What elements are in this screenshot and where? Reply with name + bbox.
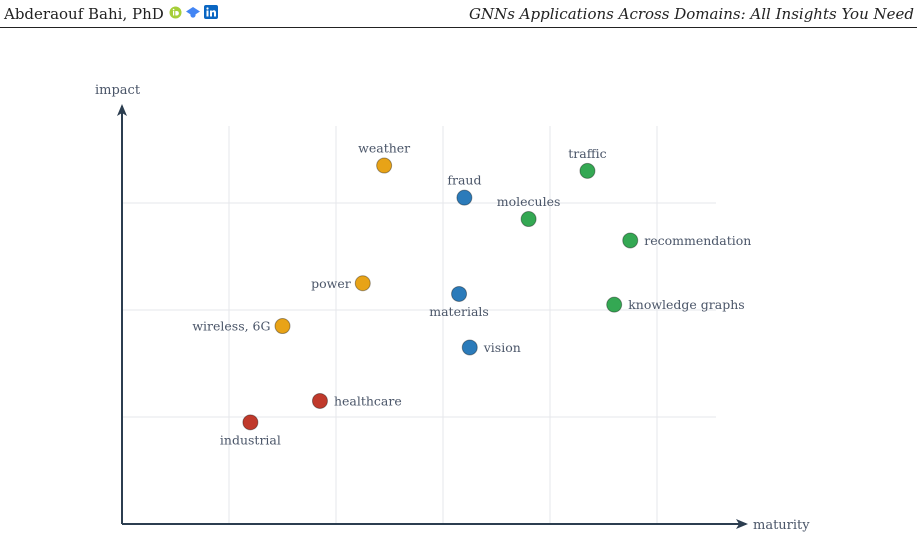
point-fraud xyxy=(456,189,473,206)
page-header: Abderaouf Bahi, PhD xyxy=(0,0,917,28)
point-wireless-6g xyxy=(274,318,291,335)
author-links xyxy=(169,5,218,23)
point-label-healthcare: healthcare xyxy=(334,393,402,408)
point-recommendation xyxy=(622,232,639,249)
point-molecules xyxy=(520,211,537,228)
axes: impact maturity xyxy=(95,83,810,533)
point-industrial xyxy=(242,414,259,431)
point-label-vision: vision xyxy=(483,340,521,355)
point-power xyxy=(354,275,371,292)
document-title: GNNs Applications Across Domains: All In… xyxy=(468,5,914,23)
point-materials xyxy=(451,285,468,302)
point-weather xyxy=(376,157,393,174)
y-axis-label: impact xyxy=(95,83,141,98)
author-line: Abderaouf Bahi, PhD xyxy=(4,5,218,23)
point-healthcare xyxy=(311,392,328,409)
point-label-knowledge-graphs: knowledge graphs xyxy=(628,297,745,312)
point-knowledge-graphs xyxy=(606,296,623,313)
scholar-icon[interactable] xyxy=(185,5,200,23)
point-traffic xyxy=(579,162,596,179)
point-label-power: power xyxy=(311,276,351,291)
linkedin-icon[interactable] xyxy=(203,5,218,23)
point-label-wireless-6g: wireless, 6G xyxy=(192,319,270,334)
point-label-industrial: industrial xyxy=(220,432,281,447)
point-label-materials: materials xyxy=(429,304,489,319)
author-name: Abderaouf Bahi, PhD xyxy=(4,5,164,23)
point-label-recommendation: recommendation xyxy=(644,233,751,248)
point-label-weather: weather xyxy=(358,141,410,156)
x-axis-label: maturity xyxy=(753,518,810,533)
point-vision xyxy=(461,339,478,356)
point-label-molecules: molecules xyxy=(497,194,561,209)
orcid-icon[interactable] xyxy=(169,5,182,23)
point-label-traffic: traffic xyxy=(568,146,606,161)
point-label-fraud: fraud xyxy=(447,173,481,188)
data-points: weather traffic fraud molecules recommendati… xyxy=(192,141,751,448)
grid-lines xyxy=(122,126,716,524)
